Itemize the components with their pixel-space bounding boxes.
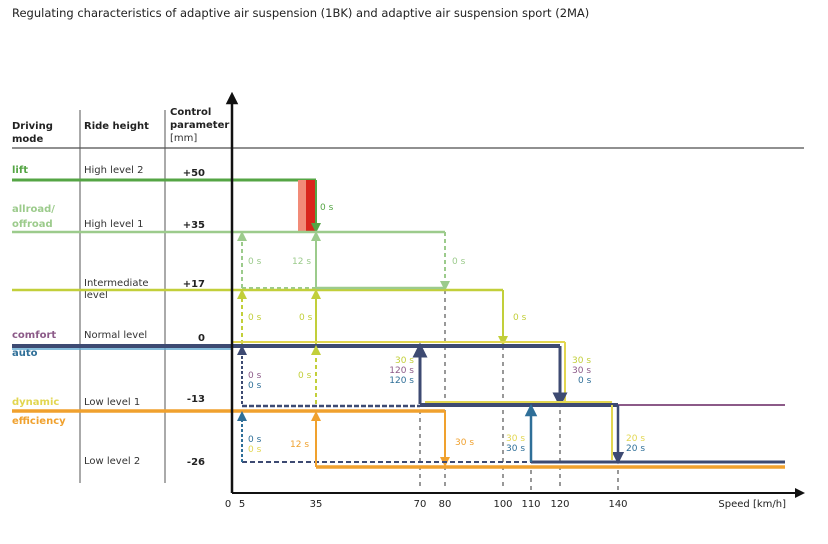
- time-label: 0 s: [320, 203, 334, 213]
- x-tick: 140: [608, 499, 627, 510]
- param-low1: -13: [187, 394, 205, 405]
- time-label: 120 s: [389, 366, 414, 376]
- time-label: 0 s: [248, 445, 262, 455]
- param-high1: +35: [183, 220, 205, 231]
- time-label: 0 s: [299, 313, 313, 323]
- time-label: 30 s: [455, 438, 474, 448]
- time-label: 12 s: [292, 257, 311, 267]
- mode-auto: auto: [12, 348, 38, 359]
- header-control-parameter: Control: [170, 107, 211, 118]
- param-normal: 0: [198, 333, 205, 344]
- header-driving-mode-2: mode: [12, 134, 43, 145]
- x-tick: 100: [493, 499, 512, 510]
- ride-height-low1: Low level 1: [84, 397, 140, 408]
- mode-lift: lift: [12, 165, 28, 176]
- time-label: 120 s: [389, 376, 414, 386]
- time-label: 30 s: [506, 434, 525, 444]
- time-label: 30 s: [572, 366, 591, 376]
- table-header: Driving mode Ride height Control paramet…: [12, 107, 229, 145]
- time-label: 0 s: [578, 376, 592, 386]
- transition-zone-light: [298, 180, 306, 232]
- time-label: 20 s: [626, 434, 645, 444]
- time-label: 20 s: [626, 444, 645, 454]
- time-label: 0 s: [248, 381, 262, 391]
- time-label: 0 s: [248, 371, 262, 381]
- time-label: 30 s: [395, 356, 414, 366]
- time-label: 0 s: [248, 257, 262, 267]
- diagram-title: Regulating characteristics of adaptive a…: [12, 6, 590, 20]
- ride-height-high2: High level 2: [84, 165, 143, 176]
- time-label: 0 s: [248, 435, 262, 445]
- time-label: 30 s: [572, 356, 591, 366]
- time-labels: 0 s 0 s 0 s 12 s 0 s 0 s 0 s 0 s 0 s 0 s…: [248, 203, 645, 455]
- ride-height-high1: High level 1: [84, 219, 143, 230]
- mode-allroad: allroad/: [12, 204, 55, 215]
- x-tick: 80: [439, 499, 452, 510]
- time-label: 30 s: [506, 444, 525, 454]
- header-driving-mode: Driving: [12, 121, 53, 132]
- header-control-parameter-unit: [mm]: [170, 133, 197, 144]
- ride-height-intermediate-2: level: [84, 290, 108, 301]
- time-label: 0 s: [452, 257, 466, 267]
- x-tick: 5: [239, 499, 245, 510]
- time-label: 12 s: [290, 440, 309, 450]
- x-ticks: 0 5 35 70 80 100 110 120 140 Speed [km/h…: [225, 499, 786, 510]
- ride-height-low2: Low level 2: [84, 456, 140, 467]
- param-high2: +50: [183, 168, 205, 179]
- mode-efficiency: efficiency: [12, 416, 66, 427]
- x-tick: 0: [225, 499, 231, 510]
- transition-zone: [306, 180, 316, 232]
- mode-offroad: offroad: [12, 219, 53, 230]
- ride-height-normal: Normal level: [84, 330, 147, 341]
- mode-comfort: comfort: [12, 330, 56, 341]
- x-tick: 110: [521, 499, 540, 510]
- x-tick: 120: [550, 499, 569, 510]
- time-label: 0 s: [248, 313, 262, 323]
- ride-height-intermediate: Intermediate: [84, 278, 149, 289]
- param-intermediate: +17: [183, 279, 205, 290]
- time-label: 0 s: [513, 313, 527, 323]
- header-ride-height: Ride height: [84, 121, 149, 132]
- param-low2: -26: [187, 457, 205, 468]
- time-label: 0 s: [298, 371, 312, 381]
- header-control-parameter-2: parameter: [170, 120, 229, 131]
- x-tick: 70: [414, 499, 427, 510]
- x-tick: 35: [310, 499, 323, 510]
- x-axis-label: Speed [km/h]: [718, 499, 786, 510]
- mode-dynamic: dynamic: [12, 397, 59, 408]
